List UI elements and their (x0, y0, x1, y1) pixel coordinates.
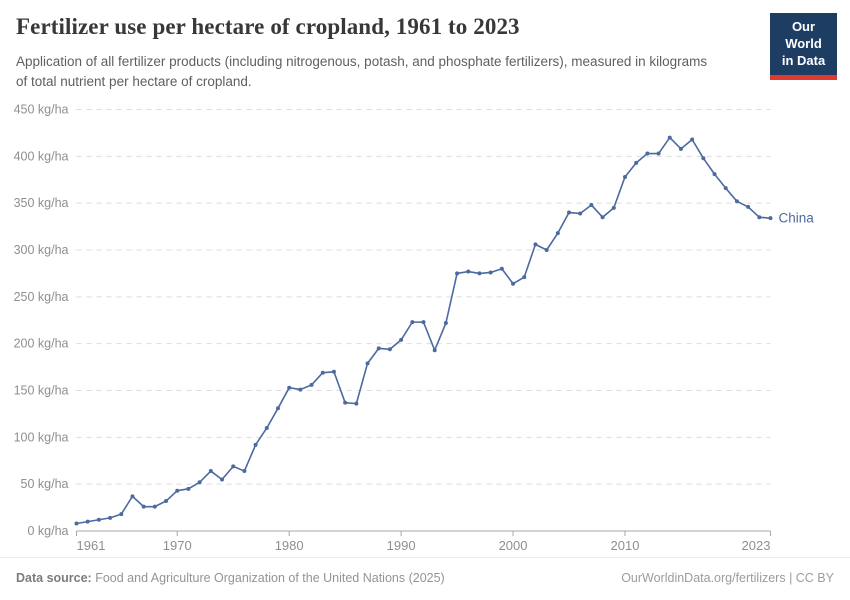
y-tick-label: 300 kg/ha (14, 243, 69, 257)
y-tick-label: 450 kg/ha (14, 103, 69, 117)
data-point[interactable] (365, 361, 370, 366)
data-point[interactable] (600, 215, 605, 220)
data-point[interactable] (567, 210, 572, 215)
data-point[interactable] (712, 172, 717, 177)
data-point[interactable] (331, 369, 336, 374)
data-point[interactable] (656, 151, 661, 156)
data-point[interactable] (130, 494, 135, 499)
x-tick-label: 2023 (742, 538, 771, 553)
data-point[interactable] (220, 477, 225, 482)
data-point[interactable] (746, 204, 751, 209)
data-point[interactable] (634, 160, 639, 165)
data-source-text: Food and Agriculture Organization of the… (91, 571, 445, 585)
series-label[interactable]: China (779, 211, 815, 226)
data-point[interactable] (108, 515, 113, 520)
data-point[interactable] (511, 281, 516, 286)
data-point[interactable] (477, 271, 482, 276)
data-point[interactable] (555, 231, 560, 236)
x-tick-label: 1990 (387, 538, 416, 553)
data-point[interactable] (410, 320, 415, 325)
data-point[interactable] (320, 370, 325, 375)
data-point[interactable] (85, 519, 90, 524)
data-point[interactable] (298, 387, 303, 392)
x-tick-label: 1961 (77, 538, 106, 553)
data-point[interactable] (253, 442, 258, 447)
data-point[interactable] (208, 469, 213, 474)
y-tick-label: 150 kg/ha (14, 384, 69, 398)
x-tick-label: 1980 (275, 538, 304, 553)
data-point[interactable] (287, 385, 292, 390)
data-source-label: Data source: (16, 571, 92, 585)
data-point[interactable] (622, 174, 627, 179)
data-point[interactable] (499, 266, 504, 271)
data-point[interactable] (421, 320, 426, 325)
data-point[interactable] (387, 347, 392, 352)
data-point[interactable] (164, 499, 169, 504)
data-point[interactable] (242, 469, 247, 474)
data-point[interactable] (175, 488, 180, 493)
data-point[interactable] (488, 270, 493, 275)
data-point[interactable] (186, 486, 191, 491)
data-point[interactable] (611, 205, 616, 210)
data-point[interactable] (354, 401, 359, 406)
data-point[interactable] (152, 504, 157, 509)
owid-logo[interactable]: Our World in Data (770, 13, 837, 80)
data-point[interactable] (309, 382, 314, 387)
credit-link[interactable]: OurWorldinData.org/fertilizers | CC BY (621, 571, 834, 585)
data-point[interactable] (432, 348, 437, 353)
data-point[interactable] (690, 137, 695, 142)
x-tick-label: 2010 (611, 538, 640, 553)
data-point[interactable] (701, 156, 706, 161)
page-title: Fertilizer use per hectare of cropland, … (16, 14, 520, 39)
x-tick-label: 1970 (163, 538, 192, 553)
x-tick-label: 2000 (499, 538, 528, 553)
owid-logo-text: Our World in Data (770, 13, 837, 75)
data-point[interactable] (533, 242, 538, 247)
data-point[interactable] (399, 337, 404, 342)
data-point[interactable] (119, 512, 124, 517)
data-source: Data source: Food and Agriculture Organi… (16, 571, 445, 600)
data-point[interactable] (443, 321, 448, 326)
data-point[interactable] (376, 346, 381, 351)
line-chart: 0 kg/ha 50 kg/ha 100 kg/ha 150 kg/ha 200 kg/… (14, 103, 815, 554)
data-point[interactable] (768, 216, 773, 221)
data-point[interactable] (96, 517, 101, 522)
y-tick-label: 0 kg/ha (27, 524, 68, 538)
data-point[interactable] (522, 275, 527, 280)
data-point[interactable] (589, 203, 594, 208)
data-point[interactable] (578, 211, 583, 216)
chart-subtitle: Application of all fertilizer products (… (16, 54, 708, 90)
data-point[interactable] (678, 146, 683, 151)
data-point[interactable] (264, 425, 269, 430)
owid-logo-red-bar (770, 74, 837, 80)
data-point[interactable] (455, 271, 460, 276)
data-point[interactable] (197, 480, 202, 485)
chart-footer: Data source: Food and Agriculture Organi… (0, 557, 850, 600)
y-tick-label: 200 kg/ha (14, 337, 69, 351)
data-point[interactable] (275, 406, 280, 411)
data-point[interactable] (734, 199, 739, 204)
data-point[interactable] (723, 186, 728, 191)
data-point[interactable] (757, 215, 762, 220)
data-point[interactable] (74, 521, 79, 526)
data-point[interactable] (343, 400, 348, 405)
data-point[interactable] (667, 135, 672, 140)
data-point[interactable] (231, 464, 236, 469)
series-line-china[interactable] (75, 136, 772, 525)
y-tick-label: 250 kg/ha (14, 290, 69, 304)
data-point[interactable] (544, 248, 549, 252)
data-point[interactable] (141, 504, 146, 509)
y-tick-label: 350 kg/ha (14, 196, 69, 210)
y-tick-label: 400 kg/ha (14, 149, 69, 163)
y-tick-label: 50 kg/ha (21, 477, 69, 491)
data-point[interactable] (645, 151, 650, 156)
y-tick-label: 100 kg/ha (14, 430, 69, 444)
data-point[interactable] (466, 269, 471, 274)
